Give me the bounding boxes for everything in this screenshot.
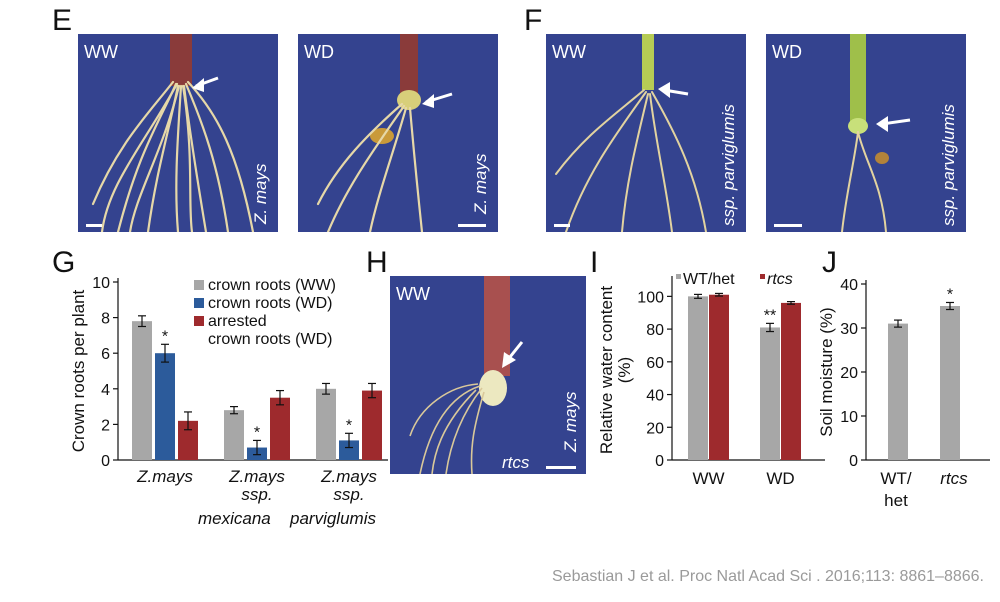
photo-f-wd-condition: WD <box>772 42 802 62</box>
photo-f-ww-species: ssp. parviglumis <box>719 104 738 226</box>
bar <box>224 410 244 460</box>
x-category-label: WW <box>692 469 724 488</box>
photo-e-ww: WW Z. mays <box>78 34 278 232</box>
bar <box>270 397 290 460</box>
x-subtitle-label: mexicana <box>198 509 271 528</box>
bar <box>178 420 198 460</box>
panel-letter-e: E <box>52 4 73 37</box>
y-tick-label: 20 <box>646 420 664 437</box>
legend-label: crown roots (WD) <box>208 295 332 312</box>
photo-e-wd-condition: WD <box>304 42 334 62</box>
y-tick-label: 2 <box>101 417 110 434</box>
y-tick-label: 6 <box>101 346 110 363</box>
y-tick-label: 40 <box>646 388 664 405</box>
photo-h-condition: WW <box>396 284 430 304</box>
y-axis-label: Crown roots per plant <box>69 289 88 452</box>
y-tick-label: 0 <box>849 453 858 470</box>
x-category-label: Z.mays <box>136 467 193 486</box>
y-tick-label: 80 <box>646 322 664 339</box>
y-tick-label: 0 <box>101 453 110 470</box>
legend-label: crown roots (WD) <box>208 331 332 348</box>
x-category-label: ssp. <box>333 485 364 504</box>
bar <box>132 321 152 460</box>
x-category-label: WD <box>766 469 794 488</box>
panel-letter-h: H <box>366 246 388 279</box>
photo-e-wd: WD Z. mays <box>298 34 498 232</box>
y-tick-label: 20 <box>840 365 858 382</box>
photo-f-wd-species: ssp. parviglumis <box>939 104 958 226</box>
bar <box>888 323 908 460</box>
bar <box>339 440 359 460</box>
y-tick-label: 0 <box>655 453 664 470</box>
legend-label: rtcs <box>767 271 793 288</box>
x-category-label: Z.mays <box>228 467 285 486</box>
y-axis-label: Soil moisture (%) <box>817 307 836 436</box>
x-category-label: Z.mays <box>320 467 377 486</box>
photo-h: WW Z. mays rtcs <box>390 276 586 474</box>
legend-label: crown roots (WW) <box>208 277 336 294</box>
significance-star: * <box>254 424 260 441</box>
legend-swatch <box>760 274 765 279</box>
photo-h-genotype: rtcs <box>502 453 530 472</box>
x-category-label: ssp. <box>241 485 272 504</box>
bar <box>316 388 336 460</box>
y-tick-label: 10 <box>840 409 858 426</box>
y-tick-label: 4 <box>101 382 110 399</box>
photo-f-ww: WW ssp. parviglumis <box>546 34 746 232</box>
y-tick-label: 40 <box>840 277 858 294</box>
bar <box>688 296 708 460</box>
photo-e-wd-species: Z. mays <box>471 153 490 215</box>
legend-swatch <box>676 274 681 279</box>
x-category-label: het <box>884 491 908 510</box>
x-category-label: rtcs <box>940 469 968 488</box>
legend-swatch <box>194 316 204 326</box>
x-category-label: WT/ <box>880 469 911 488</box>
panel-letter-g: G <box>52 246 76 279</box>
photo-f-ww-condition: WW <box>552 42 586 62</box>
y-tick-label: 10 <box>92 275 110 292</box>
photo-e-ww-condition: WW <box>84 42 118 62</box>
photo-f-wd: WD ssp. parviglumis <box>766 34 966 232</box>
significance-star: * <box>162 328 168 345</box>
chart-g: 0 2 4 6 8 10 Crown roots per plant * Z.mays * Z.ma… <box>69 270 390 540</box>
legend-label: WT/het <box>683 271 735 288</box>
significance-star: * <box>346 417 352 434</box>
panel-letter-f: F <box>524 4 543 37</box>
legend-label: arrested <box>208 313 267 330</box>
bar <box>362 390 382 460</box>
legend-swatch <box>194 280 204 290</box>
panel-letter-j: J <box>822 246 837 279</box>
significance-star: ** <box>764 307 776 324</box>
y-tick-label: 30 <box>840 321 858 338</box>
photo-e-ww-species: Z. mays <box>251 163 270 225</box>
x-subtitle-label: parviglumis <box>289 509 376 528</box>
bar <box>709 294 729 460</box>
photo-h-species: Z. mays <box>561 391 580 453</box>
bar <box>760 327 780 460</box>
chart-j: 0 10 20 30 40 Soil moisture (%) WT/het * rtcs <box>817 270 995 525</box>
panel-letter-i: I <box>590 246 599 279</box>
bar <box>781 302 801 460</box>
y-axis-label: Relative water content <box>597 286 616 454</box>
legend-swatch <box>194 298 204 308</box>
citation: Sebastian J et al. Proc Natl Acad Sci . … <box>552 568 984 585</box>
y-axis-label: (%) <box>615 357 634 383</box>
y-tick-label: 100 <box>637 289 664 306</box>
significance-star: * <box>947 286 953 303</box>
chart-i-svg: 0 20 40 60 80 100 Relative water content (%) WW *… <box>597 271 825 488</box>
bar <box>155 353 175 460</box>
y-tick-label: 8 <box>101 311 110 328</box>
chart-i: 0 20 40 60 80 100 Relative water content (%) WW *… <box>597 270 830 500</box>
bar <box>940 306 960 460</box>
y-tick-label: 60 <box>646 355 664 372</box>
